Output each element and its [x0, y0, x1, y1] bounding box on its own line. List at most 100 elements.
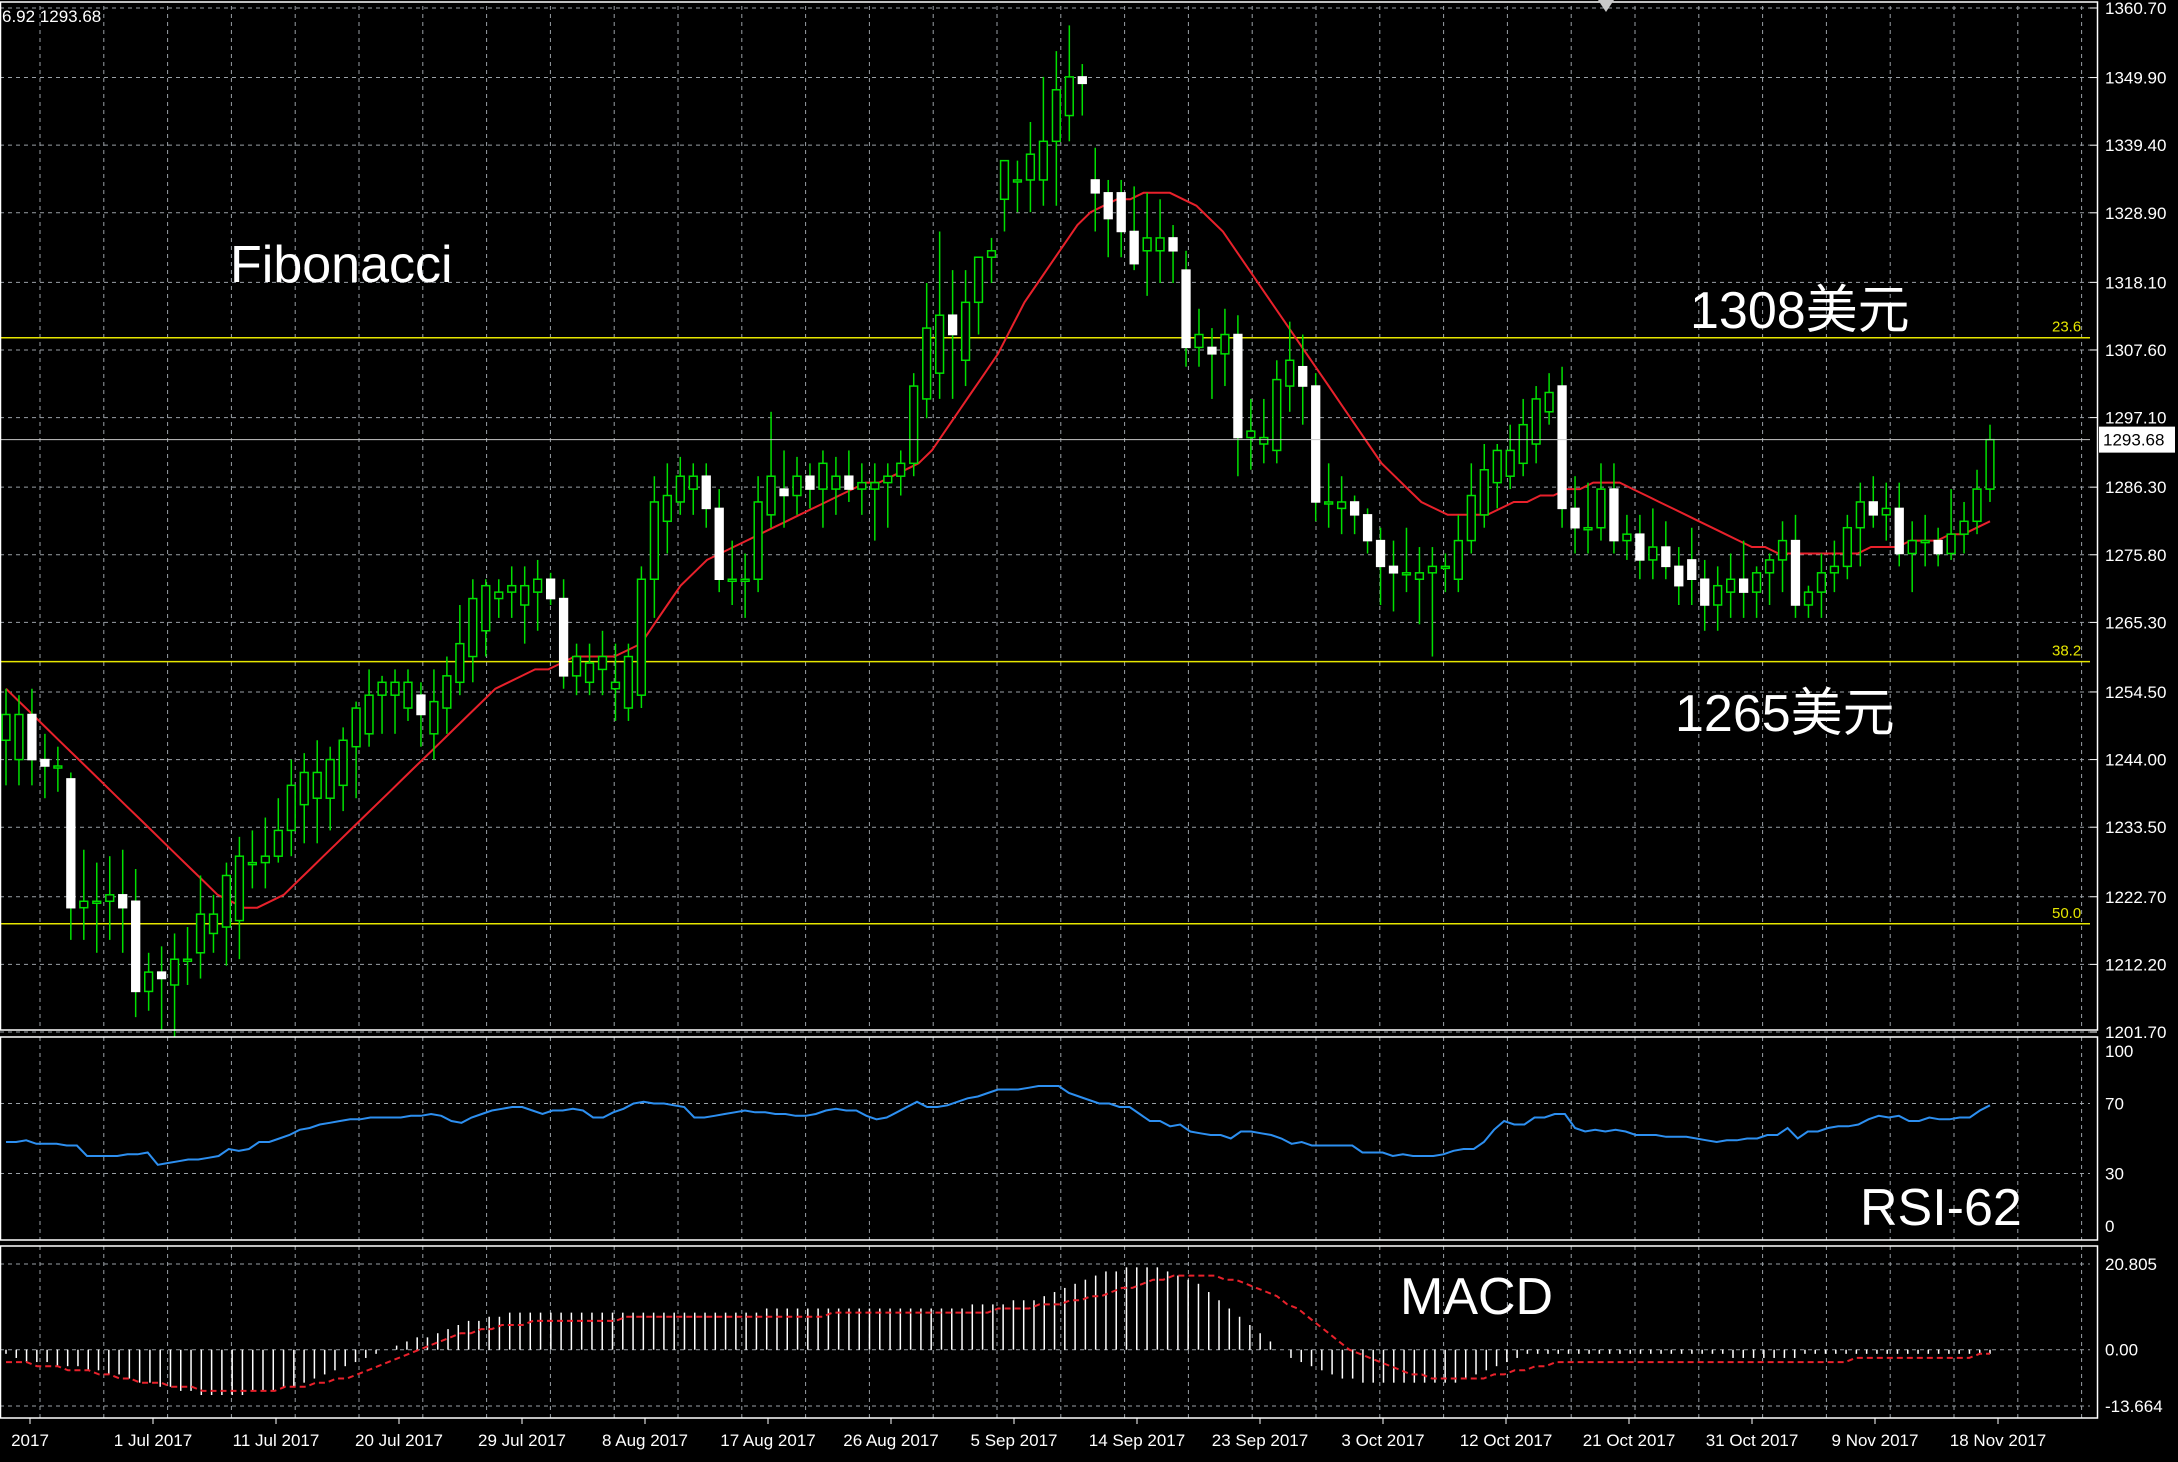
candle-body	[688, 475, 698, 490]
panel-borders	[0, 1, 2099, 1419]
candle-body	[1505, 449, 1515, 477]
candle-body	[1298, 365, 1308, 387]
candle-body	[935, 314, 945, 374]
candle-body	[1959, 520, 1969, 535]
candle-body	[325, 758, 335, 799]
rsi-line	[6, 1085, 1991, 1166]
candle-body	[105, 894, 115, 903]
price-tick-label: 1286.30	[2105, 478, 2166, 497]
candle-body	[1894, 507, 1904, 555]
candle-body	[1583, 526, 1593, 531]
rsi-label: RSI-62	[1860, 1179, 2022, 1237]
candle-body	[1700, 578, 1710, 606]
candle-body	[208, 913, 219, 935]
time-tick-label: 12 Oct 2017	[1460, 1431, 1553, 1450]
candle-body	[597, 655, 608, 671]
candle-body	[1233, 333, 1243, 439]
ohlc-readout: 6.92 1293.68	[2, 7, 101, 26]
candle-body	[520, 584, 530, 606]
candle-body	[156, 971, 167, 980]
candle-body	[221, 874, 232, 928]
time-tick-label: 31 Oct 2017	[1706, 1431, 1799, 1450]
price-tick-label: 1360.70	[2105, 0, 2166, 18]
candle-body	[1726, 578, 1736, 593]
candle-body	[1687, 559, 1697, 581]
rsi-tick-label: 100	[2105, 1042, 2133, 1061]
candle-body	[1596, 488, 1606, 529]
candle-body	[66, 778, 76, 909]
candle-body	[338, 739, 348, 787]
candle-body	[1181, 269, 1191, 349]
fib-level-label: 23.6	[2052, 319, 2081, 336]
time-tick-label: 11 Jul 2017	[233, 1431, 320, 1450]
candle-body	[1816, 572, 1827, 593]
candle-body	[1129, 230, 1139, 265]
time-tick-label: 17 Aug 2017	[720, 1431, 815, 1450]
candle-body	[701, 475, 711, 510]
candle-body	[986, 250, 997, 258]
candle-body	[662, 494, 672, 523]
time-tick-label: 8 Aug 2017	[602, 1431, 688, 1450]
candle-body	[1349, 501, 1360, 516]
candle-body	[299, 771, 309, 806]
candle-body	[1479, 469, 1489, 516]
candle-body	[1868, 501, 1878, 516]
candle-body	[416, 694, 426, 716]
candle-body	[468, 597, 478, 658]
candle-body	[1570, 507, 1580, 529]
time-tick-label: 21 Oct 2017	[1583, 1431, 1676, 1450]
candle-body	[1194, 333, 1204, 349]
price-tick-label: 1339.40	[2105, 136, 2166, 155]
candle-body	[1012, 179, 1023, 183]
candle-body	[1829, 565, 1840, 574]
candle-body	[1220, 333, 1230, 355]
candle-body	[1985, 438, 1995, 490]
candle-body	[922, 327, 932, 400]
scroll-marker-icon[interactable]	[1598, 0, 1614, 12]
candle-body	[1090, 179, 1100, 194]
candle-body	[1622, 533, 1632, 542]
candle-body	[273, 829, 283, 857]
candle-body	[973, 256, 984, 304]
rsi-tick-label: 0	[2105, 1217, 2114, 1236]
candle-body	[1259, 436, 1269, 445]
candle-body	[1168, 237, 1178, 252]
current-price-label: 1293.68	[2103, 431, 2164, 450]
candle-body	[649, 501, 660, 581]
candle-body	[1531, 398, 1541, 445]
candle-body	[1751, 572, 1762, 593]
time-tick-label: 1 Jul 2017	[114, 1431, 192, 1450]
lower-level-label: 1265美元	[1675, 685, 1895, 743]
price-tick-label: 1233.50	[2105, 818, 2166, 837]
candle-body	[1401, 572, 1412, 576]
candle-body	[40, 758, 50, 767]
candle-body	[896, 462, 906, 477]
macd-tick-label: 0.00	[2105, 1341, 2138, 1360]
candle-body	[1362, 514, 1373, 542]
candle-body	[1972, 488, 1982, 523]
time-tick-label: 14 Sep 2017	[1089, 1431, 1185, 1450]
candle-body	[1777, 539, 1788, 561]
fib-level-label: 38.2	[2052, 643, 2081, 660]
candle-body	[753, 501, 763, 581]
time-tick-label: 20 Jul 2017	[355, 1431, 443, 1450]
rsi-tick-label: 70	[2105, 1095, 2124, 1114]
price-axis: 1360.70 1349.90 1339.40 1328.90 1318.10 1307.…	[0, 0, 2175, 1042]
price-tick-label: 1328.90	[2105, 204, 2166, 223]
candle-body	[1907, 539, 1917, 555]
macd-signal	[6, 1274, 1990, 1392]
candle-body	[610, 681, 621, 690]
price-tick-label: 1349.90	[2105, 69, 2166, 88]
candle-body	[960, 301, 971, 362]
candle-body	[1803, 591, 1814, 606]
candle-body	[1, 713, 11, 742]
candle-body	[947, 314, 958, 336]
candle-body	[1336, 501, 1347, 510]
candles	[1, 25, 1995, 1037]
candle-body	[182, 958, 193, 962]
candle-body	[118, 894, 128, 909]
candle-body	[792, 475, 802, 497]
candle-body	[390, 681, 400, 696]
candle-body	[533, 578, 543, 593]
